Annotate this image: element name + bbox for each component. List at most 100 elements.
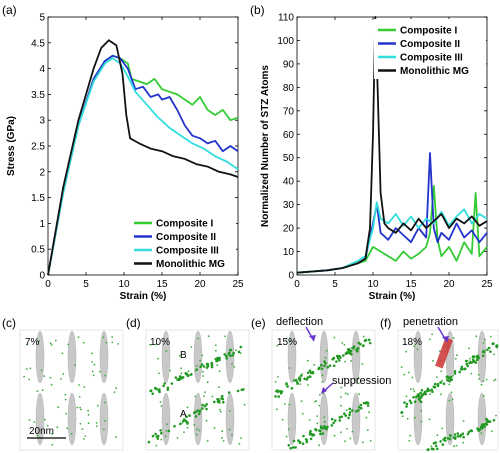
shear-band-atom — [229, 348, 233, 352]
stz-atom — [113, 391, 116, 394]
shear-band-atom — [232, 351, 235, 355]
shear-band-atom — [405, 402, 409, 406]
shear-band-atom — [432, 447, 435, 451]
stz-atom — [50, 383, 53, 386]
stz-atom — [33, 421, 36, 423]
stz-atom — [215, 349, 217, 352]
stz-atom — [413, 390, 416, 393]
x-tick-label: 10 — [118, 279, 130, 290]
stz-atom — [238, 442, 241, 445]
shear-band-atom — [432, 441, 436, 445]
stz-atom — [484, 338, 486, 341]
stz-atom — [243, 403, 246, 406]
y-tick-label: 3.5 — [31, 90, 45, 101]
stz-atom — [235, 349, 237, 352]
stz-atom — [49, 342, 52, 345]
stz-atom — [349, 437, 352, 440]
series-line-composite-iii — [296, 201, 488, 274]
stz-atom — [361, 363, 364, 365]
stz-atom — [111, 336, 114, 338]
stz-atom — [166, 423, 168, 426]
stz-atom — [346, 427, 348, 430]
shear-band-atom — [170, 382, 174, 385]
pillar — [193, 392, 203, 446]
shear-band-atom — [483, 425, 486, 429]
stz-atom — [206, 440, 209, 442]
shear-band-atom — [362, 344, 365, 347]
stz-atom — [441, 379, 444, 382]
stz-atom — [345, 409, 348, 412]
stz-atom — [346, 393, 349, 396]
stz-atom — [480, 383, 483, 386]
chart-b-ylabel: Normalized Number of STZ Atoms — [260, 65, 271, 227]
stz-atom — [202, 375, 205, 377]
shear-band-atom — [336, 357, 340, 360]
stz-atom — [231, 363, 233, 365]
stz-atom — [431, 333, 433, 336]
stz-atom — [46, 424, 49, 427]
shear-band-atom — [174, 376, 178, 379]
shear-band-atom — [326, 425, 329, 429]
shear-band-atom — [299, 374, 303, 378]
shear-band-atom — [201, 407, 204, 410]
shear-band-atom — [408, 399, 412, 403]
snapshot-c-strain: 7% — [25, 337, 40, 348]
snapshot-d-strain: 10% — [150, 337, 170, 348]
stz-atom — [149, 343, 151, 346]
panel-label-d: (d) — [126, 316, 141, 330]
stz-atom — [432, 360, 434, 362]
shear-band-atom — [190, 373, 193, 376]
stz-atom — [475, 335, 478, 338]
shear-band-atom — [343, 412, 346, 416]
shear-band-atom — [205, 366, 209, 369]
stz-atom — [51, 443, 54, 446]
shear-band-atom — [471, 358, 475, 361]
stz-atom — [477, 373, 480, 376]
stz-atom — [176, 437, 179, 439]
x-tick-label: 10 — [367, 279, 379, 290]
shear-band-atom — [453, 437, 457, 440]
shear-band-atom — [442, 438, 445, 441]
x-tick-label: 25 — [232, 279, 244, 290]
stz-atom — [103, 401, 106, 404]
shear-band-atom — [173, 424, 176, 428]
stz-atom — [341, 342, 344, 344]
stz-atom — [83, 438, 85, 440]
shear-band-atom — [364, 338, 368, 342]
stz-atom — [288, 403, 291, 406]
y-tick-label: 4 — [39, 64, 45, 75]
legend-label: Composite I — [400, 26, 457, 37]
shear-band-atom — [482, 354, 485, 358]
shear-band-atom — [285, 382, 288, 385]
stz-atom — [448, 383, 451, 386]
y-tick-label: 3 — [39, 116, 45, 127]
stz-atom — [165, 429, 168, 432]
shear-band-atom — [441, 443, 445, 446]
panel-label-c: (c) — [2, 316, 16, 330]
shear-band-atom — [359, 407, 363, 410]
shear-band-atom — [335, 360, 338, 363]
shear-band-atom — [332, 364, 336, 368]
stz-atom — [369, 440, 372, 442]
shear-band-atom — [218, 400, 221, 403]
series-line-composite-iii — [47, 57, 239, 276]
shear-band-atom — [334, 419, 337, 422]
stz-atom — [276, 345, 279, 347]
stz-atom — [340, 396, 342, 398]
stz-atom — [440, 370, 443, 373]
shear-band-atom — [294, 378, 298, 382]
shear-band-atom — [320, 367, 324, 371]
stz-atom — [405, 350, 407, 353]
stz-atom — [159, 401, 162, 403]
stz-atom — [316, 415, 318, 417]
band-label-a: A — [180, 409, 187, 420]
deflection-arrowhead — [309, 335, 316, 341]
snapshot-row: (c) 7% 20nm (d) 10% B A (e) 15% deflecti… — [2, 316, 499, 452]
shear-band-atom — [330, 424, 334, 427]
shear-band-atom — [476, 354, 480, 358]
x-tick-label: 20 — [443, 279, 455, 290]
y-tick-label: 40 — [283, 177, 295, 188]
stz-atom — [357, 382, 360, 385]
shear-band-atom — [320, 426, 323, 430]
stz-atom — [233, 366, 236, 368]
